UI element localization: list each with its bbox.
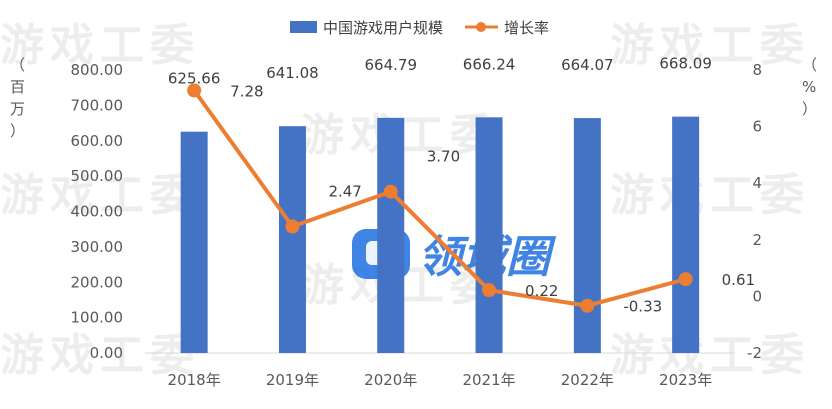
y-left-tick-label: 300.00 <box>71 238 124 256</box>
bar-labels: 625.66 641.08 664.79 666.24 664.07 668.09 <box>168 55 712 88</box>
bar <box>377 117 405 353</box>
watermark-text: 游戏工委 <box>610 20 810 71</box>
line-series: 7.28 2.47 3.70 0.22 -0.33 0.61 <box>187 82 755 316</box>
y-right-title: （%） <box>802 56 817 118</box>
watermark-text: 游戏工委 <box>0 20 200 71</box>
growth-point <box>187 83 202 98</box>
bar <box>672 116 700 353</box>
growth-value-label: 0.22 <box>525 282 558 300</box>
legend-label-growth: 增长率 <box>504 19 549 37</box>
bar-value-label: 625.66 <box>168 70 221 88</box>
legend-swatch-bar <box>290 21 317 33</box>
growth-point <box>383 184 398 199</box>
growth-line <box>192 89 687 308</box>
legend-label-users: 中国游戏用户规模 <box>323 19 443 37</box>
y-right-tick-label: 4 <box>752 174 762 192</box>
legend: 中国游戏用户规模 增长率 <box>290 19 549 37</box>
x-tick-label: 2022年 <box>561 371 614 389</box>
growth-point <box>678 272 693 287</box>
bar <box>475 117 503 353</box>
y-left-tick-label: 200.00 <box>71 273 124 291</box>
growth-point <box>580 298 595 313</box>
y-left-tick-label: 600.00 <box>71 132 124 150</box>
watermark-text: 游戏工委 <box>610 170 810 221</box>
y-right-tick-label: -2 <box>747 344 762 362</box>
y-right-tick-label: 2 <box>752 231 762 249</box>
x-tick-label: 2019年 <box>266 371 319 389</box>
y-left-tick-label: 800.00 <box>71 61 124 79</box>
y-right-tick-label: 8 <box>752 61 762 79</box>
bar-series <box>180 116 700 353</box>
growth-value-label: 2.47 <box>328 182 361 200</box>
bar <box>278 126 306 353</box>
x-axis: 2018年 2019年 2020年 2021年 2022年 2023年 <box>168 371 713 389</box>
bar-value-label: 668.09 <box>659 55 712 73</box>
watermark-text: 游戏工委 <box>0 330 200 381</box>
y-left-tick-label: 400.00 <box>71 203 124 221</box>
growth-value-label: 7.28 <box>230 82 263 100</box>
x-tick-label: 2020年 <box>364 371 417 389</box>
bar-value-label: 664.79 <box>365 56 418 74</box>
bar <box>573 118 601 353</box>
legend-swatch-dot <box>476 22 486 32</box>
y-right-tick-label: 6 <box>752 118 762 136</box>
watermark-text: 游戏工委 <box>610 330 810 381</box>
x-tick-label: 2023年 <box>659 371 712 389</box>
bar-value-label: 664.07 <box>561 56 614 74</box>
y-left-tick-label: 100.00 <box>71 309 124 327</box>
growth-value-label: 3.70 <box>427 148 460 166</box>
x-tick-label: 2021年 <box>462 371 515 389</box>
growth-point <box>285 219 300 234</box>
watermark-layer: 游戏工委游戏工委游戏工委游戏工委游戏工委游戏工委游戏工委游戏工委领域圈 <box>0 20 810 381</box>
growth-value-label: 0.61 <box>722 271 755 289</box>
bar-value-label: 666.24 <box>463 55 516 73</box>
bar-value-label: 641.08 <box>266 64 319 82</box>
y-left-tick-label: 0.00 <box>90 344 123 362</box>
x-tick-label: 2018年 <box>168 371 221 389</box>
y-right-axis: -2 0 2 4 6 8 <box>747 61 762 362</box>
y-left-title: （百万） <box>10 56 25 140</box>
y-left-tick-label: 700.00 <box>71 96 124 114</box>
growth-point <box>482 283 497 298</box>
y-left-tick-label: 500.00 <box>71 167 124 185</box>
watermark-text: 游戏工委 <box>0 170 200 221</box>
y-right-tick-label: 0 <box>752 287 762 305</box>
y-left-axis: 0.00 100.00 200.00 300.00 400.00 500.00 600.00… <box>71 61 124 362</box>
bar <box>180 131 208 353</box>
growth-value-label: -0.33 <box>623 298 662 316</box>
